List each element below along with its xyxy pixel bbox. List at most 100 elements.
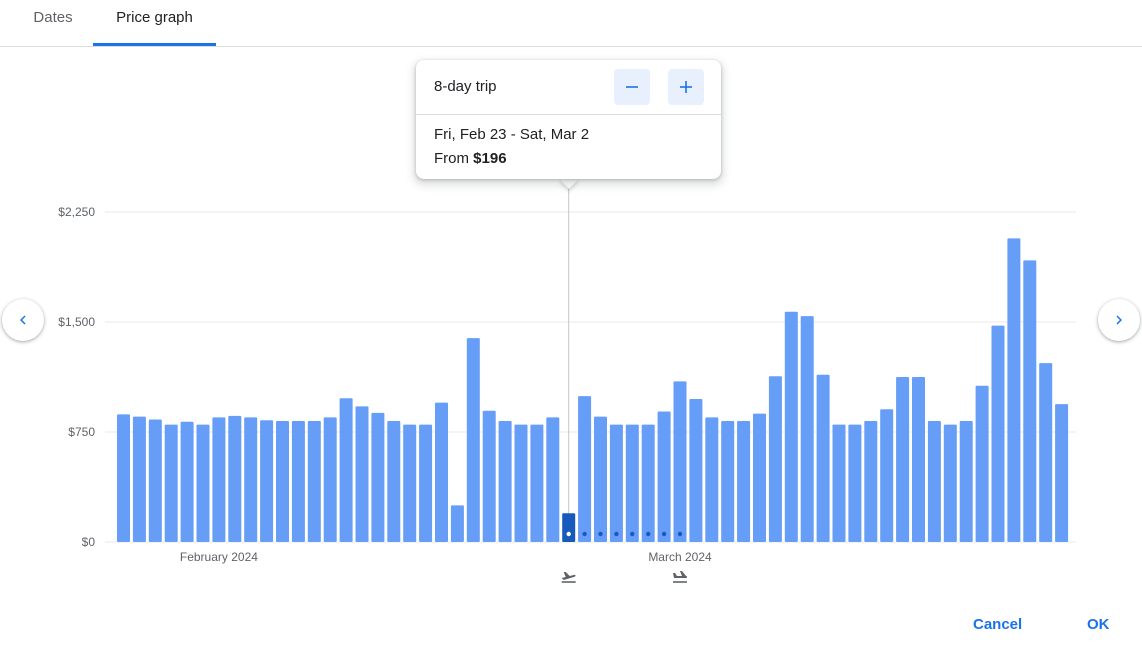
bar[interactable] — [307, 421, 321, 542]
bar[interactable] — [721, 421, 735, 542]
plus-icon — [680, 81, 692, 93]
trip-day-dot — [566, 531, 571, 537]
chevron-left-icon — [20, 315, 26, 325]
trip-dates: Fri, Feb 23 - Sat, Mar 2 — [434, 126, 590, 143]
bar[interactable] — [689, 399, 703, 542]
trip-day-dot — [598, 531, 603, 537]
bar[interactable] — [323, 417, 337, 542]
bar[interactable] — [228, 415, 242, 542]
bar[interactable] — [291, 421, 305, 542]
bar[interactable] — [927, 421, 941, 542]
bar[interactable] — [784, 311, 798, 542]
bar[interactable] — [641, 424, 655, 542]
bar[interactable] — [896, 377, 910, 542]
bar[interactable] — [371, 412, 385, 542]
active-tab-indicator — [93, 43, 216, 46]
bar[interactable] — [260, 420, 274, 542]
bar[interactable] — [880, 409, 894, 542]
bar[interactable] — [546, 417, 560, 542]
trip-range-dots — [566, 531, 683, 537]
trip-price: From $196 — [434, 150, 507, 167]
bar[interactable] — [864, 421, 878, 542]
bar[interactable] — [1039, 363, 1053, 542]
bar[interactable] — [1055, 404, 1069, 542]
trip-length-label: 8-day trip — [434, 78, 497, 95]
y-tick-label: $1,500 — [58, 315, 95, 329]
x-tick-label: February 2024 — [180, 550, 258, 564]
bar[interactable] — [498, 421, 512, 542]
bar[interactable] — [737, 421, 751, 542]
bars — [117, 238, 1069, 542]
trip-day-dot — [661, 531, 667, 537]
price-bar-chart: $0 $750 $1,500 $2,250 February 2024 March 20… — [58, 185, 1076, 583]
tab-bar: Dates Price graph — [0, 0, 1142, 47]
bar[interactable] — [991, 325, 1005, 542]
bar[interactable] — [276, 421, 289, 542]
bar[interactable] — [943, 424, 957, 542]
y-tick-label: $0 — [82, 535, 96, 549]
y-tick-label: $2,250 — [58, 205, 95, 219]
increase-trip-length-button[interactable] — [668, 69, 704, 105]
price-tooltip: 8-day trip Fri, Feb 23 - Sat, Mar 2 From… — [416, 60, 721, 179]
trip-day-dot — [614, 531, 619, 537]
x-tick-label: March 2024 — [648, 550, 712, 564]
decrease-trip-length-button[interactable] — [614, 69, 650, 105]
previous-button[interactable] — [2, 299, 44, 341]
bar[interactable] — [514, 424, 528, 542]
flight-landing-icon — [673, 571, 688, 583]
bar[interactable] — [848, 424, 862, 542]
bar[interactable] — [355, 406, 369, 542]
bar[interactable] — [244, 417, 258, 542]
bar[interactable] — [132, 416, 146, 542]
bar[interactable] — [832, 424, 846, 542]
bar[interactable] — [403, 424, 417, 542]
bar[interactable] — [180, 421, 194, 542]
bar[interactable] — [753, 413, 766, 542]
price-prefix: From — [434, 150, 469, 167]
bar[interactable] — [959, 421, 973, 542]
next-button[interactable] — [1098, 299, 1140, 341]
bar[interactable] — [466, 338, 480, 542]
bar[interactable] — [339, 398, 353, 542]
bar[interactable] — [1007, 238, 1021, 542]
bar[interactable] — [148, 419, 162, 542]
minus-icon — [626, 86, 638, 88]
bar[interactable] — [912, 377, 925, 542]
bar[interactable] — [816, 374, 830, 542]
tab-dates[interactable]: Dates — [33, 9, 73, 26]
bar[interactable] — [212, 417, 226, 542]
bar[interactable] — [1023, 260, 1037, 542]
y-tick-label: $750 — [68, 425, 95, 439]
trip-day-dot — [630, 531, 635, 537]
bar[interactable] — [800, 316, 814, 542]
bar[interactable] — [594, 416, 607, 542]
bar[interactable] — [625, 424, 639, 542]
bar-selected[interactable] — [562, 513, 576, 542]
bar[interactable] — [975, 385, 989, 542]
ok-button[interactable]: OK — [1087, 616, 1110, 633]
trip-day-dot — [646, 531, 651, 537]
bar[interactable] — [768, 376, 782, 542]
bar[interactable] — [164, 424, 178, 542]
flight-markers — [561, 571, 688, 583]
bar[interactable] — [387, 421, 401, 542]
bar[interactable] — [117, 414, 130, 542]
bar[interactable] — [450, 505, 464, 542]
cancel-button[interactable]: Cancel — [973, 616, 1023, 633]
bar[interactable] — [705, 417, 719, 542]
bar[interactable] — [419, 424, 433, 542]
tab-price-graph[interactable]: Price graph — [116, 9, 193, 26]
bar[interactable] — [657, 411, 671, 542]
tooltip-divider — [416, 114, 721, 115]
bar[interactable] — [196, 424, 210, 542]
bar[interactable] — [673, 381, 687, 542]
bar[interactable] — [482, 410, 496, 542]
price-value: $196 — [473, 150, 507, 167]
bar[interactable] — [435, 402, 448, 542]
bar[interactable] — [609, 424, 623, 542]
y-axis-labels: $0 $750 $1,500 $2,250 — [58, 205, 95, 549]
x-axis-labels: February 2024 March 2024 — [180, 550, 712, 564]
bar[interactable] — [530, 424, 544, 542]
bar[interactable] — [578, 396, 592, 542]
trip-day-dot — [582, 531, 587, 537]
